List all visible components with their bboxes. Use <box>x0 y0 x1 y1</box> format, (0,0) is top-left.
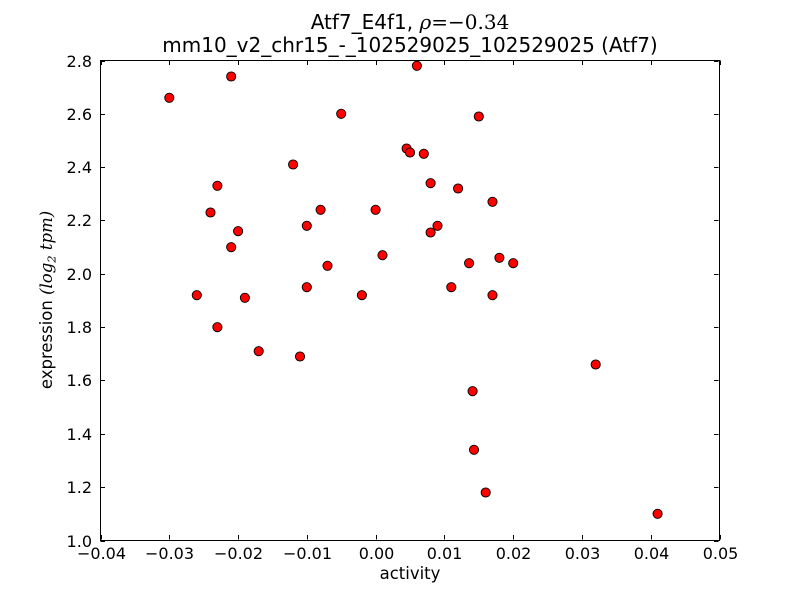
data-point <box>191 290 202 301</box>
data-point <box>411 60 422 71</box>
data-point <box>418 148 429 159</box>
data-point <box>590 359 601 370</box>
chart-title-main: Atf7_E4f1, <box>311 10 420 34</box>
data-point <box>480 487 491 498</box>
data-point <box>356 290 367 301</box>
y-tick-label: 2.0 <box>67 265 92 284</box>
data-point <box>404 147 416 158</box>
data-point <box>467 386 478 397</box>
x-tick-label: 0.02 <box>496 544 532 563</box>
data-point <box>336 108 347 119</box>
data-point <box>432 220 443 231</box>
y-tick-label: 1.8 <box>67 318 92 337</box>
x-tick-label: 0.00 <box>359 544 395 563</box>
chart-title-line1: Atf7_E4f1, ρ=−0.34 <box>311 10 510 34</box>
y-tick-label: 2.6 <box>67 105 92 124</box>
data-point <box>239 292 250 303</box>
data-point <box>233 226 244 237</box>
data-point <box>487 196 498 207</box>
data-point <box>322 260 333 271</box>
data-point <box>425 178 436 189</box>
x-tick-label: −0.02 <box>214 544 263 563</box>
chart-title-line2: mm10_v2_chr15_-_102529025_102529025 (Atf… <box>162 33 657 57</box>
data-point <box>226 242 237 253</box>
data-point <box>315 204 326 215</box>
data-point <box>377 250 388 261</box>
data-point <box>301 282 312 293</box>
data-point <box>652 508 663 519</box>
y-tick-label: 1.4 <box>67 425 92 444</box>
data-point <box>453 183 464 194</box>
y-axis-label-math-post: tpm) <box>37 211 56 256</box>
x-tick-label: −0.04 <box>77 544 126 563</box>
y-axis-label-prefix: expression <box>37 295 56 389</box>
data-point <box>370 204 381 215</box>
axis-ticks <box>100 60 721 542</box>
data-points <box>164 60 663 519</box>
y-tick-label: 1.0 <box>67 532 92 551</box>
y-tick-labels: 1.0 1.2 1.4 1.6 1.8 2.0 2.2 2.4 2.6 2.8 <box>67 52 92 551</box>
chart-title-rho-value: =−0.34 <box>431 10 509 34</box>
data-point <box>294 351 306 362</box>
data-point <box>446 282 457 293</box>
x-tick-label: 0.01 <box>427 544 463 563</box>
y-tick-label: 2.8 <box>67 52 92 71</box>
data-point <box>288 159 299 170</box>
x-tick-label: 0.05 <box>703 544 739 563</box>
x-tick-labels: −0.04 −0.03 −0.02 −0.01 0.00 0.01 0.02 0.03 0.04… <box>77 544 738 563</box>
y-tick-label: 1.2 <box>67 478 92 497</box>
data-point <box>205 207 216 218</box>
data-point <box>464 258 475 269</box>
x-axis-label: activity <box>380 564 441 583</box>
x-tick-label: 0.04 <box>634 544 670 563</box>
y-tick-label: 1.6 <box>67 371 92 390</box>
data-point <box>468 444 480 455</box>
data-point <box>212 322 223 333</box>
data-point <box>425 227 436 238</box>
data-point <box>212 180 223 191</box>
data-point <box>226 71 237 82</box>
data-point <box>301 220 312 231</box>
y-axis-label-subscript: 2 <box>45 255 59 263</box>
y-axis-label-math: (log <box>37 263 56 295</box>
data-point <box>508 258 519 269</box>
axes-border <box>100 60 720 541</box>
y-tick-label: 2.2 <box>67 211 92 230</box>
data-point <box>164 92 175 103</box>
chart-title-rho-symbol: ρ <box>418 10 431 34</box>
x-tick-label: −0.01 <box>283 544 332 563</box>
y-axis-label: expression (log2 tpm) <box>37 211 59 389</box>
x-tick-label: −0.03 <box>145 544 194 563</box>
y-tick-label: 2.4 <box>67 158 92 177</box>
data-point <box>487 290 498 301</box>
data-point <box>253 346 264 357</box>
data-point <box>494 252 505 263</box>
x-tick-label: 0.03 <box>565 544 601 563</box>
data-point <box>473 111 484 122</box>
